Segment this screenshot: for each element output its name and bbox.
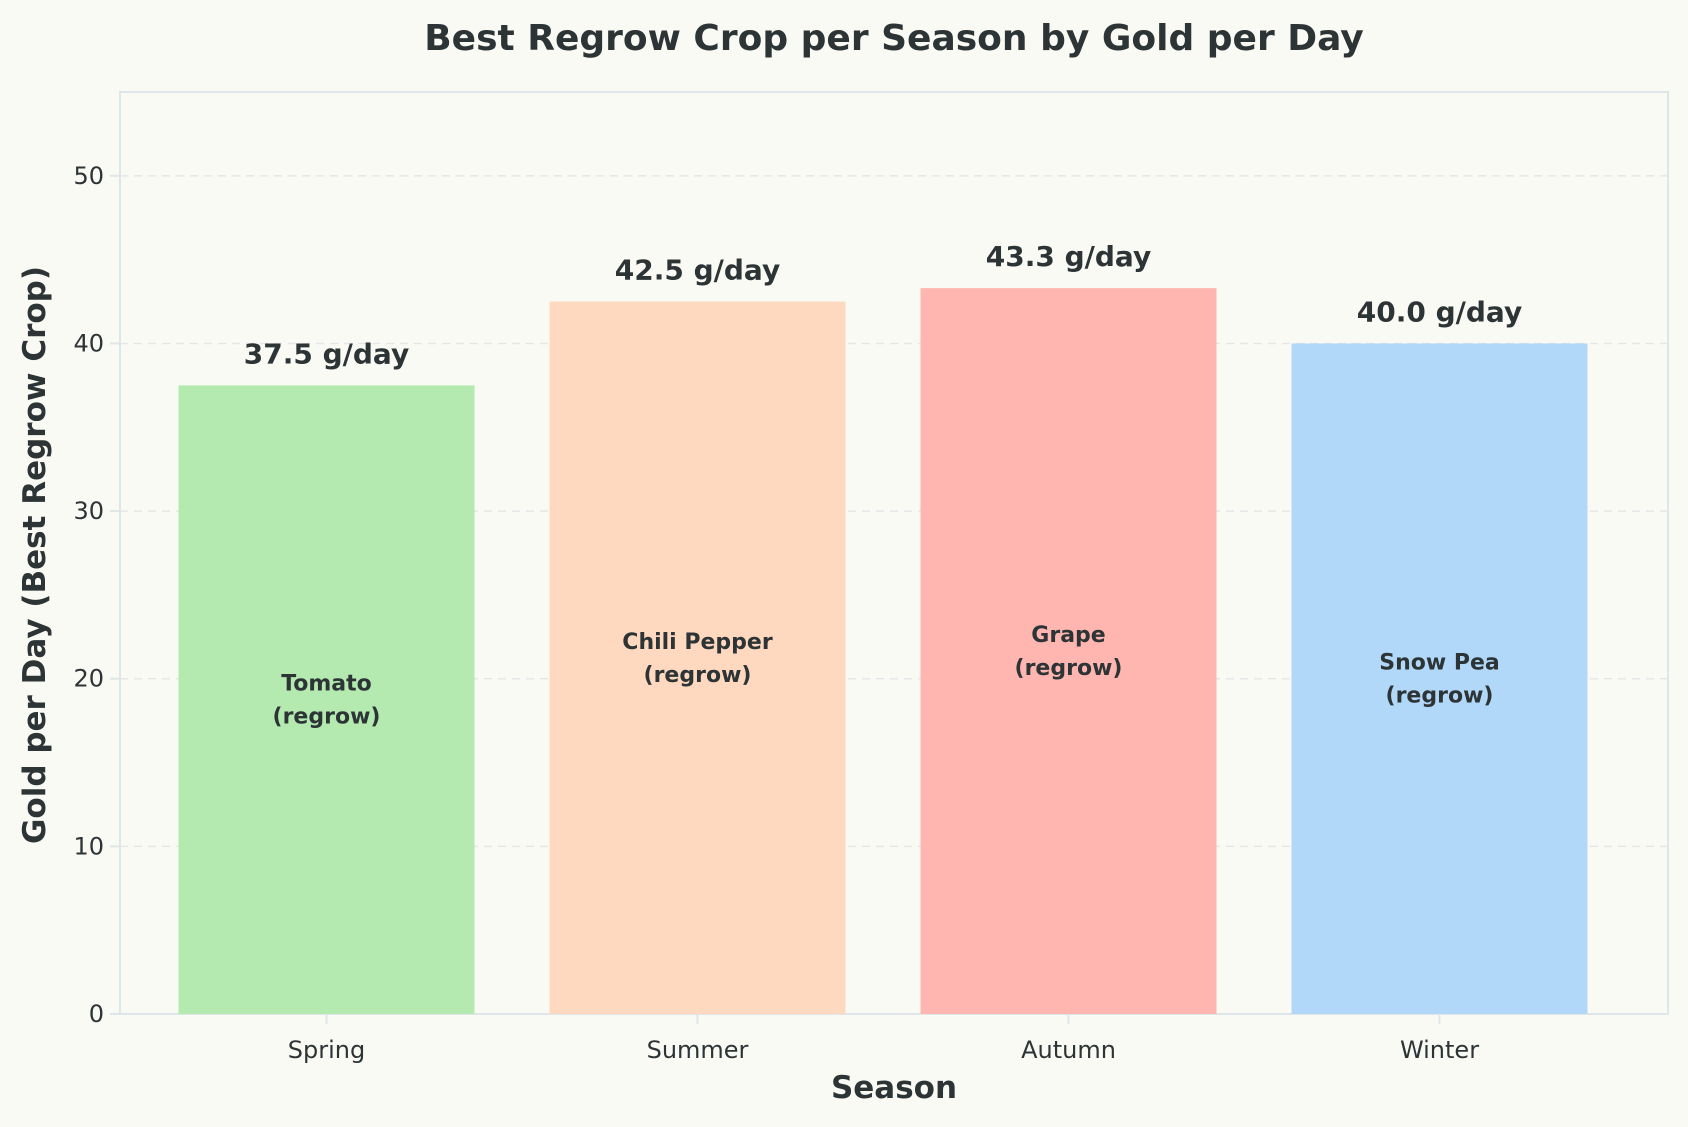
x-axis-ticks: Spring Summer Autumn Winter <box>288 1014 1479 1064</box>
value-label: 40.0 g/day <box>1357 295 1522 328</box>
value-label: 37.5 g/day <box>244 337 409 370</box>
y-tick-label: 30 <box>73 497 104 525</box>
y-tick-label: 10 <box>73 832 104 860</box>
y-tick-label: 50 <box>73 162 104 190</box>
crop-label: Grape <box>1031 623 1105 648</box>
bar <box>920 288 1217 1015</box>
x-tick-label: Spring <box>288 1036 365 1064</box>
crop-label: Tomato <box>281 672 372 697</box>
chart-title: Best Regrow Crop per Season by Gold per … <box>424 18 1364 59</box>
bars <box>178 288 1588 1015</box>
crop-label: (regrow) <box>1386 684 1494 709</box>
y-tick-label: 20 <box>73 665 104 693</box>
x-tick-label: Winter <box>1400 1036 1479 1064</box>
y-axis-ticks: 0 10 20 30 40 50 <box>73 162 120 1028</box>
crop-label: (regrow) <box>644 663 752 688</box>
y-axis-label: Gold per Day (Best Regrow Crop) <box>17 266 53 844</box>
y-tick-label: 40 <box>73 329 104 357</box>
crop-label: Snow Pea <box>1379 651 1500 676</box>
bar <box>1291 343 1588 1014</box>
bar <box>178 385 475 1014</box>
crop-label: (regrow) <box>1015 656 1123 681</box>
y-tick-label: 0 <box>89 1000 104 1028</box>
bar <box>549 301 846 1015</box>
value-label: 43.3 g/day <box>986 240 1151 273</box>
value-label: 42.5 g/day <box>615 254 780 287</box>
x-axis-label: Season <box>831 1070 957 1106</box>
x-tick-label: Autumn <box>1021 1036 1116 1064</box>
crop-label: (regrow) <box>273 705 381 730</box>
crop-label: Chili Pepper <box>622 630 773 655</box>
x-tick-label: Summer <box>647 1036 749 1064</box>
bar-labels: 37.5 g/day Tomato (regrow) 42.5 g/day Chili … <box>244 240 1522 730</box>
